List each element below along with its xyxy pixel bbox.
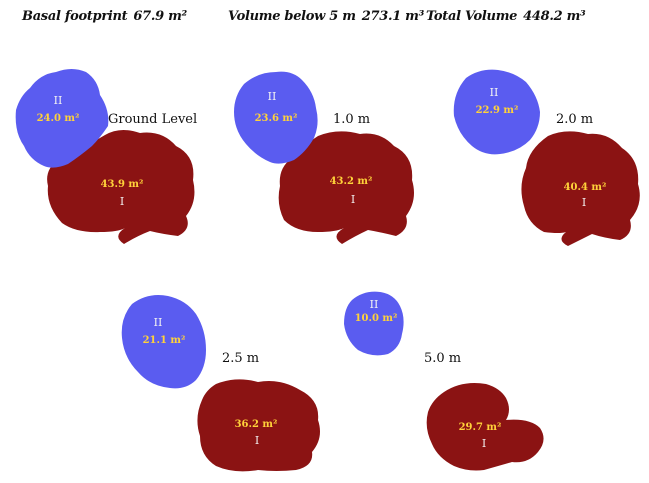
level-label: 1.0 m: [333, 112, 370, 127]
mound-I-id: I: [120, 195, 124, 208]
mound-I-shape: [521, 131, 640, 246]
mound-I-id: I: [351, 193, 355, 206]
mound-II-shape: [453, 69, 540, 155]
mound-I-area: 40.4 m²: [564, 182, 607, 193]
mound-I-id: I: [482, 437, 486, 450]
volume-below-5m-label: Volume below 5 m: [228, 9, 356, 24]
mound-I-id: I: [255, 434, 259, 447]
mound-I-shape: [47, 129, 195, 244]
volume-below-5m-value: 273.1 m³: [361, 9, 425, 24]
mound-I-shape: [426, 383, 544, 471]
mound-II-id: II: [268, 90, 277, 103]
slice-5-0m: II 10.0 m² 29.7 m² I 5.0 m: [344, 291, 544, 471]
mound-II-id: II: [490, 86, 499, 99]
total-volume-value: 448.2 m³: [523, 9, 586, 24]
volume-below-5m-header: Volume below 5 m 273.1 m³: [228, 9, 424, 24]
mound-II-shape: [15, 69, 109, 168]
mound-I-id: I: [582, 196, 586, 209]
level-label: 2.0 m: [556, 112, 593, 127]
mound-II-area: 10.0 m²: [355, 313, 398, 324]
total-volume-label: Total Volume: [426, 9, 518, 24]
mound-II-shape: [121, 295, 206, 389]
mound-II-area: 23.6 m²: [255, 113, 298, 124]
mound-II-id: II: [54, 94, 63, 107]
mound-I-shape: [197, 379, 320, 472]
basal-footprint-value: 67.9 m²: [133, 9, 187, 24]
mound-I-area: 36.2 m²: [235, 419, 278, 430]
mound-II-area: 24.0 m²: [37, 113, 80, 124]
slice-1-0m: II 23.6 m² 43.2 m² I 1.0 m: [234, 71, 414, 244]
mound-II-id: II: [154, 316, 163, 329]
level-label: 2.5 m: [222, 351, 259, 366]
level-label: 5.0 m: [424, 351, 461, 366]
mound-I-area: 43.2 m²: [330, 176, 373, 187]
mound-II-id: II: [370, 298, 379, 311]
slice-2-0m: II 22.9 m² 40.4 m² I 2.0 m: [453, 69, 640, 246]
mound-II-shape: [344, 291, 404, 356]
mound-I-shape: [278, 131, 414, 244]
slice-2-5m: II 21.1 m² 36.2 m² I 2.5 m: [121, 295, 320, 472]
total-volume-header: Total Volume 448.2 m³: [426, 9, 586, 24]
mound-I-area: 29.7 m²: [459, 422, 502, 433]
level-label: Ground Level: [108, 112, 197, 127]
mound-II-area: 21.1 m²: [143, 335, 186, 346]
basal-footprint-header: Basal footprint 67.9 m²: [22, 9, 187, 24]
mound-I-area: 43.9 m²: [101, 179, 144, 190]
slice-ground-level: II 24.0 m² 43.9 m² I Ground Level: [15, 69, 197, 244]
mound-II-shape: [234, 71, 318, 164]
basal-footprint-label: Basal footprint: [22, 9, 128, 24]
mound-II-area: 22.9 m²: [476, 105, 519, 116]
